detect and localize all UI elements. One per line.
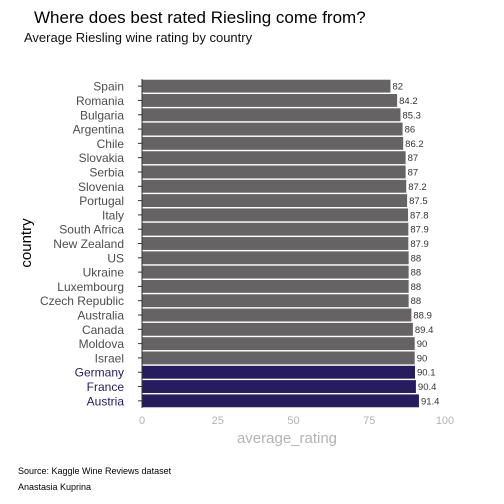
- data-label: 88: [411, 268, 422, 279]
- y-tick-label: Spain: [93, 80, 124, 94]
- data-label: 86.2: [405, 139, 424, 150]
- chart-title: Where does best rated Riesling come from…: [34, 8, 366, 27]
- x-tick-label: 50: [287, 415, 299, 427]
- bar: [142, 165, 406, 179]
- bar: [142, 122, 403, 136]
- y-tick-label: Portugal: [79, 194, 124, 208]
- data-label: 89.4: [415, 325, 434, 336]
- y-axis-title: country: [18, 218, 35, 268]
- bar: [142, 194, 408, 208]
- data-label: 86: [405, 125, 416, 136]
- bar: [142, 265, 409, 279]
- data-label: 87.2: [408, 182, 427, 193]
- y-tick-label: Moldova: [79, 337, 125, 351]
- y-tick-label: Israel: [95, 351, 124, 365]
- bar: [142, 79, 391, 93]
- y-tick-label: Slovakia: [79, 151, 125, 165]
- data-label: 88: [411, 296, 422, 307]
- bar: [142, 179, 407, 193]
- bar: [142, 108, 401, 122]
- y-tick-label: Canada: [82, 323, 124, 337]
- bar: [142, 237, 409, 250]
- y-tick-label: Serbia: [89, 165, 124, 179]
- y-tick-label: Argentina: [73, 123, 125, 137]
- y-tick-label: Czech Republic: [40, 294, 124, 308]
- data-label: 90: [417, 353, 428, 364]
- data-label: 87: [408, 153, 419, 164]
- y-tick-label: South Africa: [59, 223, 124, 237]
- data-label: 87.8: [410, 210, 429, 221]
- bar: [142, 365, 416, 379]
- y-tick-label: Romania: [76, 94, 124, 108]
- data-label: 85.3: [402, 110, 421, 121]
- y-tick-label: Slovenia: [78, 180, 124, 194]
- data-label: 90.1: [417, 368, 436, 379]
- chart-subtitle: Average Riesling wine rating by country: [24, 30, 253, 45]
- y-tick-label: Australia: [77, 309, 124, 323]
- y-tick-label: Italy: [102, 208, 124, 222]
- bar: [142, 337, 415, 351]
- y-tick-label: France: [87, 380, 125, 394]
- author-caption: Anastasia Kuprina: [18, 482, 92, 492]
- bar: [142, 251, 409, 265]
- bar: [142, 208, 409, 222]
- bar: [142, 94, 398, 107]
- source-caption: Source: Kaggle Wine Reviews dataset: [18, 466, 172, 476]
- bar: [142, 294, 409, 308]
- data-label: 90.4: [418, 382, 437, 393]
- data-label: 91.4: [421, 396, 440, 407]
- data-label: 88: [411, 282, 422, 293]
- data-label: 82: [392, 82, 403, 93]
- y-tick-label: Ukraine: [83, 266, 125, 280]
- x-tick-label: 0: [139, 415, 145, 427]
- bar: [142, 222, 409, 236]
- y-tick-label: US: [107, 251, 124, 265]
- x-axis-title: average_rating: [237, 430, 337, 447]
- data-label: 87.5: [409, 196, 428, 207]
- x-tick-label: 75: [363, 415, 375, 427]
- y-tick-label: Germany: [75, 366, 124, 380]
- data-label: 90: [417, 339, 428, 350]
- y-tick-label: Luxembourg: [57, 280, 124, 294]
- bar: [142, 151, 406, 165]
- bar: [142, 351, 415, 365]
- x-tick-label: 100: [436, 415, 454, 427]
- bar: [142, 380, 416, 393]
- y-tick-label: Chile: [97, 137, 125, 151]
- y-tick-label: Bulgaria: [80, 108, 124, 122]
- x-tick-label: 25: [212, 415, 224, 427]
- bar: [142, 308, 412, 322]
- data-label: 84.2: [399, 96, 418, 107]
- data-label: 88: [411, 253, 422, 264]
- data-label: 87.9: [410, 239, 429, 250]
- bar: [142, 322, 413, 336]
- data-label: 87.9: [410, 225, 429, 236]
- bar: [142, 394, 419, 408]
- data-label: 88.9: [413, 311, 432, 322]
- bar: [142, 136, 404, 150]
- y-tick-label: Austria: [87, 394, 125, 408]
- bar: [142, 279, 409, 293]
- y-tick-label: New Zealand: [53, 237, 124, 251]
- data-label: 87: [408, 167, 419, 178]
